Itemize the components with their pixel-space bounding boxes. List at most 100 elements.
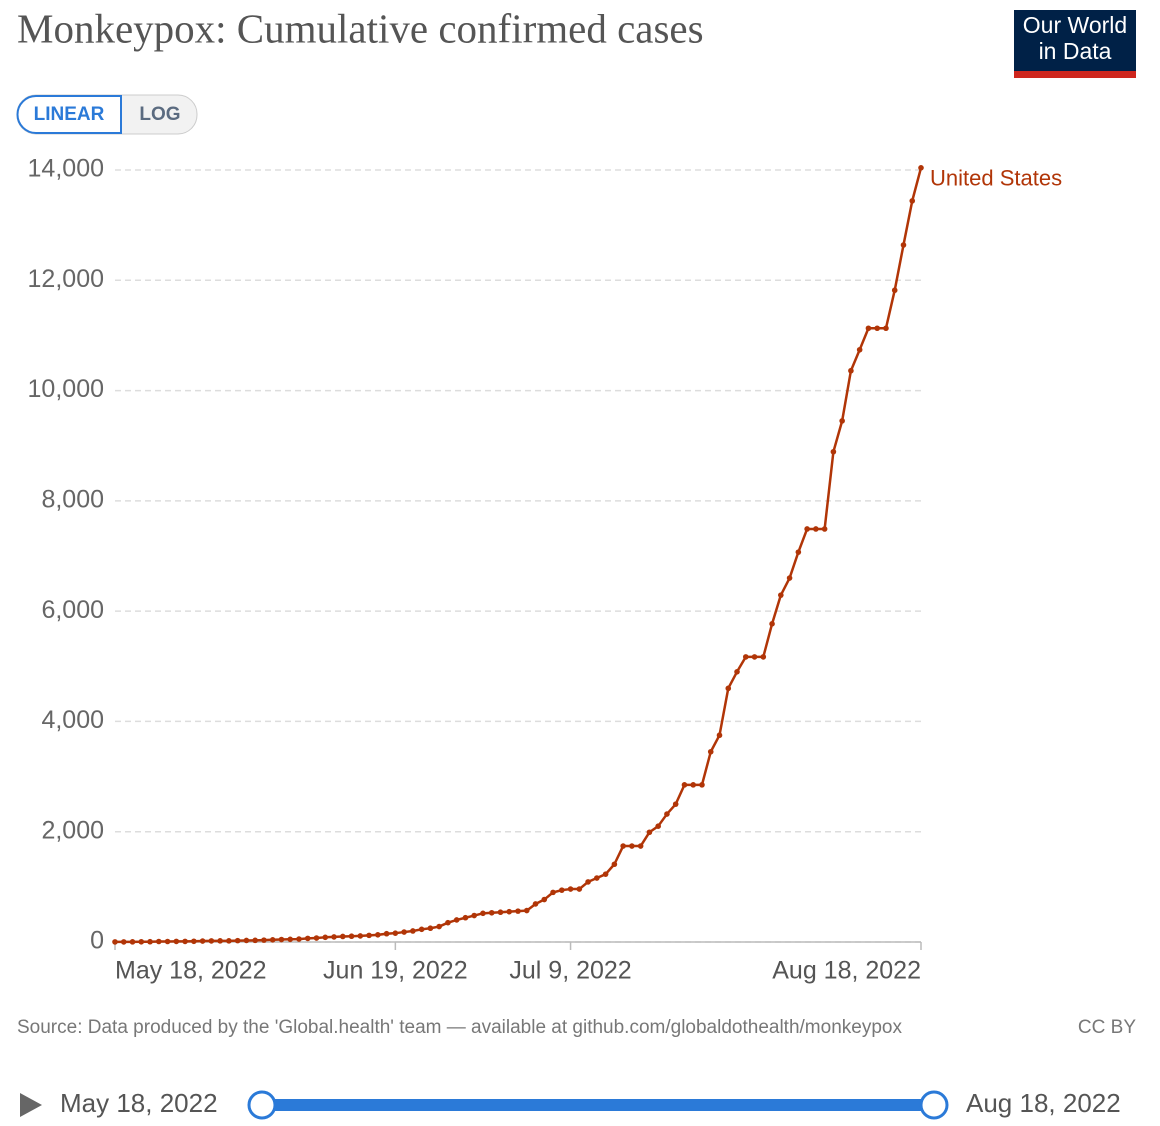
data-point <box>208 938 215 944</box>
data-point <box>234 937 241 944</box>
data-point <box>366 932 372 939</box>
data-point <box>532 901 539 907</box>
data-point <box>243 937 250 944</box>
data-point <box>138 938 145 945</box>
data-point <box>594 875 600 881</box>
data-point <box>462 914 469 921</box>
data-point <box>725 685 732 692</box>
data-point <box>672 801 679 807</box>
timeline-handle[interactable] <box>247 1090 277 1120</box>
data-point <box>848 367 854 374</box>
timeline: May 18, 2022 Aug 18, 2022 <box>20 1088 1121 1120</box>
data-point <box>786 575 793 581</box>
data-point <box>217 938 223 944</box>
x-tick-label: Jul 9, 2022 <box>509 957 631 985</box>
data-point <box>734 669 740 675</box>
timeline-start: May 18, 2022 <box>60 1088 218 1118</box>
data-point <box>918 164 924 171</box>
data-point <box>874 325 880 332</box>
data-point <box>839 418 845 424</box>
data-point <box>620 843 626 849</box>
data-point <box>637 843 644 849</box>
logo-text: Our World <box>1023 12 1127 38</box>
data-point <box>445 919 451 926</box>
data-point <box>488 909 495 916</box>
logo-box <box>1014 10 1136 78</box>
y-tick-label: 12,000 <box>28 265 104 293</box>
y-tick-label: 4,000 <box>41 706 104 734</box>
license[interactable]: CC BY <box>1078 1017 1136 1038</box>
data-point <box>795 549 802 555</box>
data-point <box>296 936 302 942</box>
data-point <box>804 526 810 532</box>
data-point <box>567 886 574 892</box>
toggle-linear[interactable] <box>16 95 122 134</box>
data-point <box>392 930 399 936</box>
data-point <box>550 889 556 896</box>
data-point <box>769 621 775 627</box>
data-point <box>410 928 416 934</box>
data-point <box>287 936 294 943</box>
data-point <box>471 912 477 919</box>
data-point <box>664 811 670 817</box>
x-tick-label: Jun 19, 2022 <box>323 957 468 985</box>
data-point <box>383 930 390 937</box>
y-tick-label: 0 <box>90 927 104 955</box>
data-point <box>900 242 907 248</box>
data-point <box>120 939 127 945</box>
play-button[interactable] <box>20 1093 42 1117</box>
data-point <box>523 907 530 914</box>
data-point <box>778 592 784 598</box>
data-point <box>129 939 136 945</box>
logo[interactable]: Our World in Data <box>1014 10 1136 78</box>
data-point <box>707 748 714 755</box>
data-point <box>909 198 916 204</box>
data-point <box>269 936 276 943</box>
toggle-label[interactable]: LINEAR <box>34 104 105 125</box>
data-point <box>883 325 889 332</box>
data-point <box>611 861 618 868</box>
series-label: United States <box>930 166 1062 191</box>
data-point <box>156 938 162 945</box>
data-point <box>821 526 828 532</box>
data-point <box>226 938 232 944</box>
data-point <box>375 932 381 938</box>
data-point <box>331 934 337 940</box>
y-tick-label: 14,000 <box>28 155 104 183</box>
data-point <box>436 923 442 930</box>
data-point <box>453 917 460 923</box>
data-point <box>856 346 863 353</box>
data-point <box>891 287 898 294</box>
data-point <box>348 933 355 940</box>
data-point <box>830 448 837 455</box>
data-point <box>339 933 346 940</box>
data-point <box>164 938 171 945</box>
timeline-track[interactable] <box>262 1099 934 1111</box>
chart-title: Monkeypox: Cumulative confirmed cases <box>17 5 704 51</box>
data-point <box>418 926 425 933</box>
data-point <box>191 938 197 945</box>
data-point <box>173 938 180 945</box>
data-point <box>401 929 407 935</box>
data-point <box>304 935 311 942</box>
data-point <box>182 938 188 945</box>
data-point <box>357 933 364 939</box>
data-point <box>699 782 705 788</box>
scale-toggle: LINEAR LOG <box>16 94 198 135</box>
y-tick-label: 6,000 <box>41 596 104 624</box>
data-point <box>716 732 723 739</box>
data-point <box>655 823 661 829</box>
source-note: Source: Data produced by the 'Global.hea… <box>17 1017 902 1038</box>
toggle-label[interactable]: LOG <box>139 104 180 125</box>
data-point <box>585 879 591 885</box>
data-point <box>497 909 504 916</box>
data-point <box>629 843 635 849</box>
x-tick-label: Aug 18, 2022 <box>772 957 921 985</box>
series-line <box>115 167 923 944</box>
data-point <box>427 925 434 932</box>
data-point <box>506 908 513 915</box>
data-point <box>199 938 206 944</box>
y-tick-label: 2,000 <box>41 816 104 844</box>
timeline-handle[interactable] <box>919 1090 949 1120</box>
x-tick-label: May 18, 2022 <box>115 957 267 985</box>
